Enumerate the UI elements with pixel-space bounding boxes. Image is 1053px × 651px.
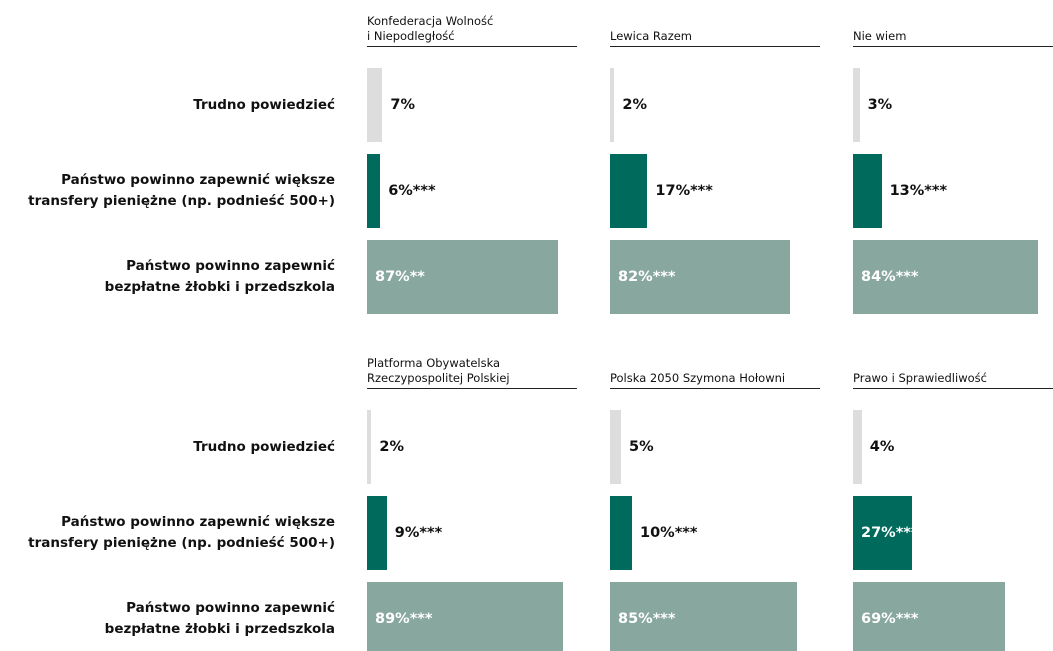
category-label: Trudno powiedzieć: [193, 438, 335, 455]
value-label: 82%***: [618, 269, 676, 285]
bar: [610, 582, 797, 651]
bar: [367, 240, 559, 314]
value-label: 85%***: [618, 611, 676, 627]
bar: [853, 410, 862, 484]
panel-rule: [367, 388, 577, 389]
bar: [610, 496, 632, 570]
value-label: 2%: [379, 439, 405, 455]
bar: [367, 410, 372, 484]
bar: [367, 582, 563, 651]
bar: [610, 240, 791, 314]
category-label: Państwo powinno zapewnić większe transfe…: [28, 172, 335, 209]
category-label: Trudno powiedzieć: [193, 96, 335, 113]
bar: [853, 240, 1038, 314]
panel-title: Platforma Obywatelska Rzeczypospolitej P…: [367, 356, 510, 385]
value-label: 7%: [390, 97, 416, 113]
panel-rule: [610, 46, 820, 47]
category-label: Państwo powinno zapewnić bezpłatne żłobk…: [104, 600, 335, 637]
bar: [367, 496, 387, 570]
value-label: 13%***: [889, 183, 948, 199]
bar: [853, 582, 1005, 651]
value-label: 5%: [629, 439, 654, 455]
value-label: 84%***: [861, 269, 919, 285]
bar: [610, 154, 648, 228]
panel-rule: [367, 46, 577, 47]
panel-title: Polska 2050 Szymona Hołowni: [610, 371, 786, 385]
panel-title: Lewica Razem: [610, 29, 693, 43]
bar: [853, 154, 882, 228]
bar: [853, 496, 913, 570]
bar: [853, 68, 860, 142]
bar: [610, 410, 621, 484]
value-label: 89%***: [375, 611, 433, 627]
value-label: 69%***: [861, 611, 919, 627]
panel-rule: [853, 46, 1053, 47]
value-label: 6%***: [388, 183, 436, 199]
value-label: 2%: [622, 97, 648, 113]
panel-title: Prawo i Sprawiedliwość: [853, 371, 987, 385]
value-label: 10%***: [640, 525, 698, 541]
category-label: Państwo powinno zapewnić bezpłatne żłobk…: [104, 258, 335, 295]
value-label: 17%***: [655, 183, 713, 199]
bar: [367, 154, 381, 228]
value-label: 3%: [867, 97, 893, 113]
value-label: 9%***: [394, 525, 443, 541]
panel-title: Konfederacja Wolność i Niepodległość: [367, 14, 494, 43]
value-label: 27%***: [861, 525, 919, 541]
bar: [610, 68, 615, 142]
panel-rule: [610, 388, 820, 389]
bar: [367, 68, 383, 142]
panel-rule: [853, 388, 1053, 389]
value-label: 87%**: [375, 269, 425, 285]
value-label: 4%: [869, 439, 895, 455]
panel-title: Nie wiem: [853, 29, 907, 43]
category-label: Państwo powinno zapewnić większe transfe…: [28, 514, 335, 551]
